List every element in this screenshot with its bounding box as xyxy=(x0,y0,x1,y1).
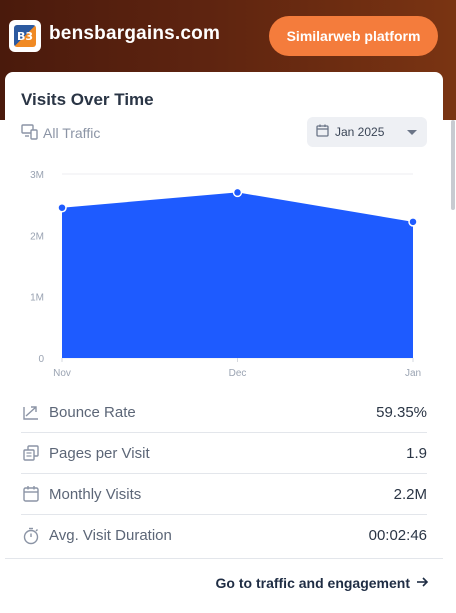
metric-row-monthly-visits: Monthly Visits 2.2M xyxy=(21,474,427,515)
metric-row-bounce-rate: Bounce Rate 59.35% xyxy=(21,392,427,433)
metric-value: 1.9 xyxy=(406,444,427,462)
scrollbar[interactable] xyxy=(451,120,455,210)
similarweb-platform-button[interactable]: Similarweb platform xyxy=(269,16,438,56)
calendar-icon xyxy=(21,484,41,504)
metric-label: Bounce Rate xyxy=(49,403,136,421)
data-point xyxy=(232,187,243,198)
devices-icon xyxy=(21,123,38,143)
footer-divider xyxy=(5,558,443,559)
traffic-engagement-link-label: Go to traffic and engagement xyxy=(215,575,410,591)
traffic-filter-label: All Traffic xyxy=(43,125,101,141)
visits-chart: 0 1M 2M 3M Nov Dec Jan xyxy=(30,170,421,379)
metric-value: 59.35% xyxy=(376,403,427,421)
metric-label: Monthly Visits xyxy=(49,485,142,503)
data-point xyxy=(57,202,67,213)
metrics-list: Bounce Rate 59.35% Pages per Visit 1.9 xyxy=(21,392,427,556)
bounce-rate-icon xyxy=(21,402,41,422)
traffic-filter: All Traffic xyxy=(21,123,100,143)
site-logo-mark: B3 xyxy=(14,25,36,47)
data-point xyxy=(408,217,418,227)
card-title: Visits Over Time xyxy=(21,90,154,109)
date-select[interactable]: Jan 2025 xyxy=(307,117,427,147)
area-series xyxy=(62,192,413,358)
chevron-down-icon xyxy=(407,130,417,135)
y-tick-label: 1M xyxy=(30,293,44,304)
arrow-right-icon xyxy=(416,575,429,591)
y-tick-label: 2M xyxy=(30,231,44,242)
x-tick-label: Nov xyxy=(53,368,71,379)
y-tick-label: 0 xyxy=(38,354,44,365)
metric-value: 00:02:46 xyxy=(368,527,427,544)
metric-row-visit-duration: Avg. Visit Duration 00:02:46 xyxy=(21,515,427,556)
y-tick-label: 3M xyxy=(30,170,44,181)
site-logo: B3 xyxy=(9,20,41,52)
metric-row-pages-per-visit: Pages per Visit 1.9 xyxy=(21,433,427,474)
date-select-value: Jan 2025 xyxy=(335,125,385,139)
traffic-engagement-link[interactable]: Go to traffic and engagement xyxy=(216,575,429,591)
stopwatch-icon xyxy=(21,526,41,546)
metric-label: Pages per Visit xyxy=(49,444,150,462)
visits-card: Visits Over Time All Traffic Jan 2025 0 1… xyxy=(5,72,443,613)
metric-value: 2.2M xyxy=(393,485,427,503)
pages-per-visit-icon xyxy=(21,443,41,463)
calendar-small-icon xyxy=(316,124,329,140)
x-tick-label: Jan xyxy=(405,368,421,379)
metric-label: Avg. Visit Duration xyxy=(49,527,172,544)
site-name: bensbargains.com xyxy=(49,23,221,44)
x-tick-label: Dec xyxy=(229,368,247,379)
